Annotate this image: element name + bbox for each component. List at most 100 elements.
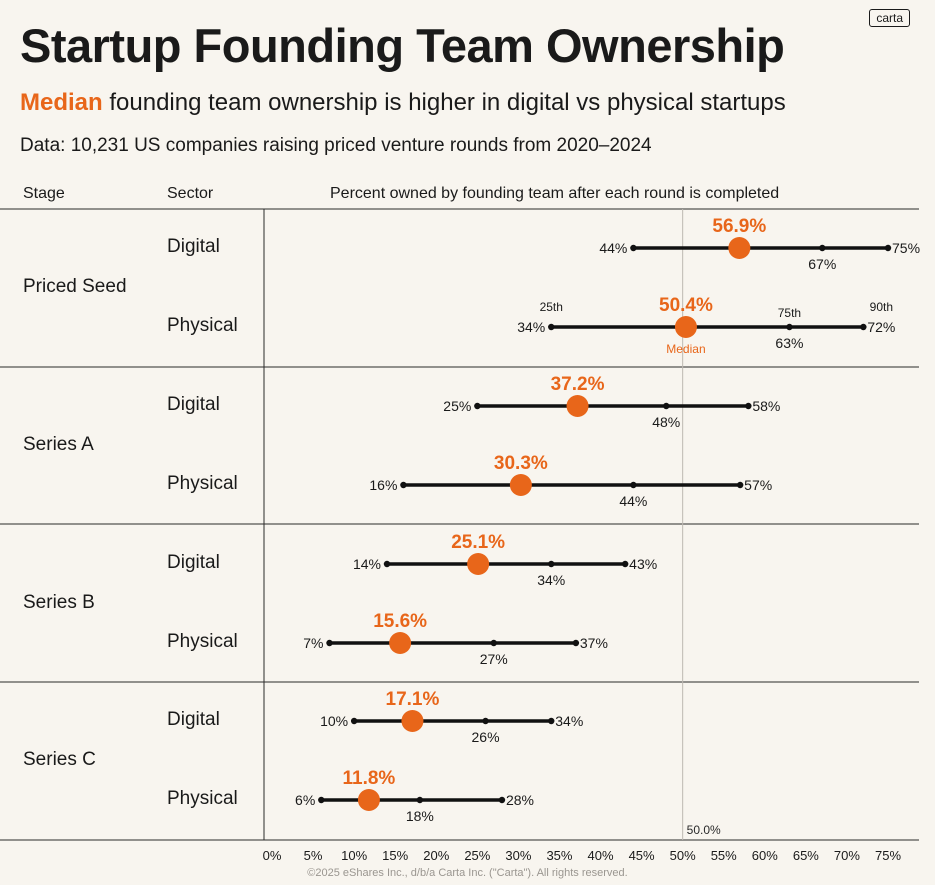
median-point <box>389 632 412 654</box>
data-note: Data: 10,231 US companies raising priced… <box>20 135 652 156</box>
p75-point <box>630 481 637 489</box>
range-row: 14% 43% 34% 25.1% <box>353 532 657 588</box>
x-tick-label: 45% <box>629 848 655 863</box>
p90-point <box>498 796 506 804</box>
sector-label-digital: Digital <box>167 236 220 257</box>
p75-label: 63% <box>775 335 803 351</box>
p90-label: 28% <box>506 792 534 808</box>
p75-label: 18% <box>406 808 434 824</box>
p10-label: 7% <box>303 635 323 651</box>
x-tick-label: 10% <box>341 848 367 863</box>
footer-copyright: ©2025 eShares Inc., d/b/a Carta Inc. ("C… <box>307 867 628 879</box>
p75-label: 27% <box>480 651 508 667</box>
median-label: 50.4% <box>659 295 713 316</box>
p10-point <box>630 244 637 252</box>
page-title: Startup Founding Team Ownership <box>20 19 785 72</box>
p10-label: 10% <box>320 713 348 729</box>
p90-label: 34% <box>555 713 583 729</box>
x-tick-label: 15% <box>382 848 408 863</box>
legend-p25-label: 25th <box>540 300 563 314</box>
median-point <box>728 237 751 259</box>
p90-label: 72% <box>867 319 895 335</box>
legend-p90-label: 90th <box>870 300 893 314</box>
column-header-stage: Stage <box>23 185 65 202</box>
median-point <box>357 789 380 811</box>
column-header-chart: Percent owned by founding team after eac… <box>330 185 780 202</box>
subtitle: Median founding team ownership is higher… <box>20 89 786 117</box>
p75-label: 67% <box>808 256 836 272</box>
median-label: 17.1% <box>386 689 440 710</box>
x-tick-label: 40% <box>588 848 614 863</box>
sector-label-digital: Digital <box>167 394 220 415</box>
x-tick-label: 30% <box>505 848 531 863</box>
sector-label-digital: Digital <box>167 709 220 730</box>
subtitle-accent: Median <box>20 89 103 116</box>
range-row: 6% 28% 18% 11.8% <box>295 768 534 824</box>
p10-label: 6% <box>295 792 315 808</box>
p10-label: 14% <box>353 556 381 572</box>
p75-point <box>819 244 826 252</box>
p90-point <box>884 244 892 252</box>
median-label: 11.8% <box>343 768 396 789</box>
sector-label-physical: Physical <box>167 631 238 652</box>
range-row: 10% 34% 26% 17.1% <box>320 689 583 745</box>
p10-point <box>326 639 333 647</box>
p90-point <box>745 402 752 410</box>
stage-label-series-a: Series A <box>23 434 94 455</box>
sector-label-physical: Physical <box>167 788 238 809</box>
median-point <box>509 474 532 496</box>
p10-label: 25% <box>443 398 471 414</box>
p10-point <box>318 796 325 804</box>
median-point <box>467 553 490 575</box>
p75-point <box>416 796 424 804</box>
x-tick-label: 60% <box>752 848 778 863</box>
reference-line-label: 50.0% <box>687 823 721 837</box>
p90-point <box>860 323 867 331</box>
x-tick-label: 50% <box>670 848 696 863</box>
range-row: 44% 75% 67% 56.9% <box>599 216 920 272</box>
p75-label: 26% <box>472 729 500 745</box>
p10-point <box>548 323 555 331</box>
p10-label: 16% <box>369 477 397 493</box>
carta-logo: carta <box>869 9 910 27</box>
x-tick-label: 25% <box>464 848 490 863</box>
median-label: 37.2% <box>551 374 605 395</box>
p75-point <box>482 717 489 725</box>
range-row: 34% 72% 63% 50.4% 25th 75th 90th Median <box>517 295 895 356</box>
p75-label: 34% <box>537 572 565 588</box>
median-label: 30.3% <box>494 453 548 474</box>
median-label: 56.9% <box>712 216 766 237</box>
range-row: 7% 37% 27% 15.6% <box>303 611 608 667</box>
x-tick-label: 75% <box>875 848 901 863</box>
median-label: 15.6% <box>373 611 427 632</box>
legend-median-label: Median <box>666 342 705 356</box>
p10-point <box>383 560 391 568</box>
p90-point <box>572 639 580 647</box>
p90-label: 57% <box>744 477 772 493</box>
sector-label-digital: Digital <box>167 552 220 573</box>
stage-label-priced-seed: Priced Seed <box>23 276 127 297</box>
p75-point <box>663 402 670 410</box>
p75-point <box>786 323 793 331</box>
median-point <box>401 710 424 732</box>
median-point <box>674 316 697 338</box>
p75-label: 44% <box>619 493 647 509</box>
x-tick-label: 0% <box>263 848 282 863</box>
p90-label: 58% <box>752 398 780 414</box>
range-row: 16% 57% 44% 30.3% <box>369 453 772 509</box>
stage-label-series-b: Series B <box>23 592 95 613</box>
p90-point <box>548 717 555 725</box>
p10-label: 44% <box>599 240 627 256</box>
sector-label-physical: Physical <box>167 315 238 336</box>
median-label: 25.1% <box>451 532 505 553</box>
p10-point <box>400 481 407 489</box>
range-row: 25% 58% 48% 37.2% <box>443 374 780 430</box>
p75-label: 48% <box>652 414 680 430</box>
p75-point <box>548 560 555 568</box>
p10-label: 34% <box>517 319 545 335</box>
legend-p75-label: 75th <box>778 306 801 320</box>
p90-label: 75% <box>892 240 920 256</box>
p10-point <box>350 717 358 725</box>
x-tick-label: 5% <box>304 848 323 863</box>
